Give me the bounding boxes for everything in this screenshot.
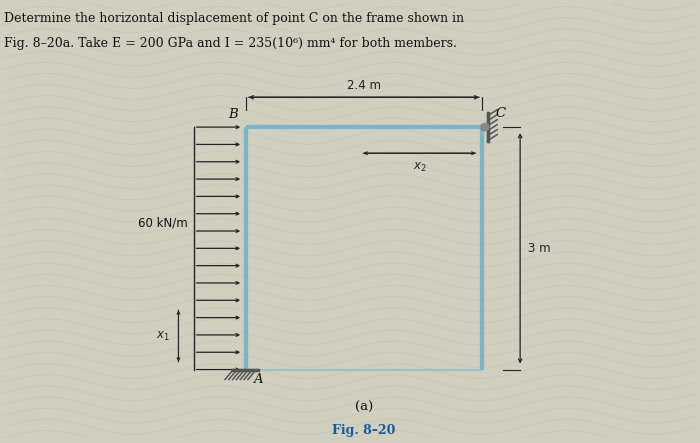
Circle shape: [481, 124, 489, 131]
Text: 2.4 m: 2.4 m: [347, 79, 381, 92]
Text: Fig. 8–20a. Take E = 200 GPa and I = 235(10⁶) mm⁴ for both members.: Fig. 8–20a. Take E = 200 GPa and I = 235…: [4, 37, 457, 50]
Text: A: A: [253, 373, 262, 386]
Text: 3 m: 3 m: [528, 242, 551, 255]
Text: B: B: [228, 108, 237, 121]
Text: (a): (a): [355, 400, 373, 414]
Text: Determine the horizontal displacement of point C on the frame shown in: Determine the horizontal displacement of…: [4, 12, 464, 25]
Text: $x_1$: $x_1$: [156, 330, 170, 342]
Text: $x_2$: $x_2$: [412, 161, 426, 175]
Text: Fig. 8–20: Fig. 8–20: [332, 424, 396, 437]
Text: C: C: [496, 107, 506, 120]
Text: 60 kN/m: 60 kN/m: [139, 217, 188, 230]
